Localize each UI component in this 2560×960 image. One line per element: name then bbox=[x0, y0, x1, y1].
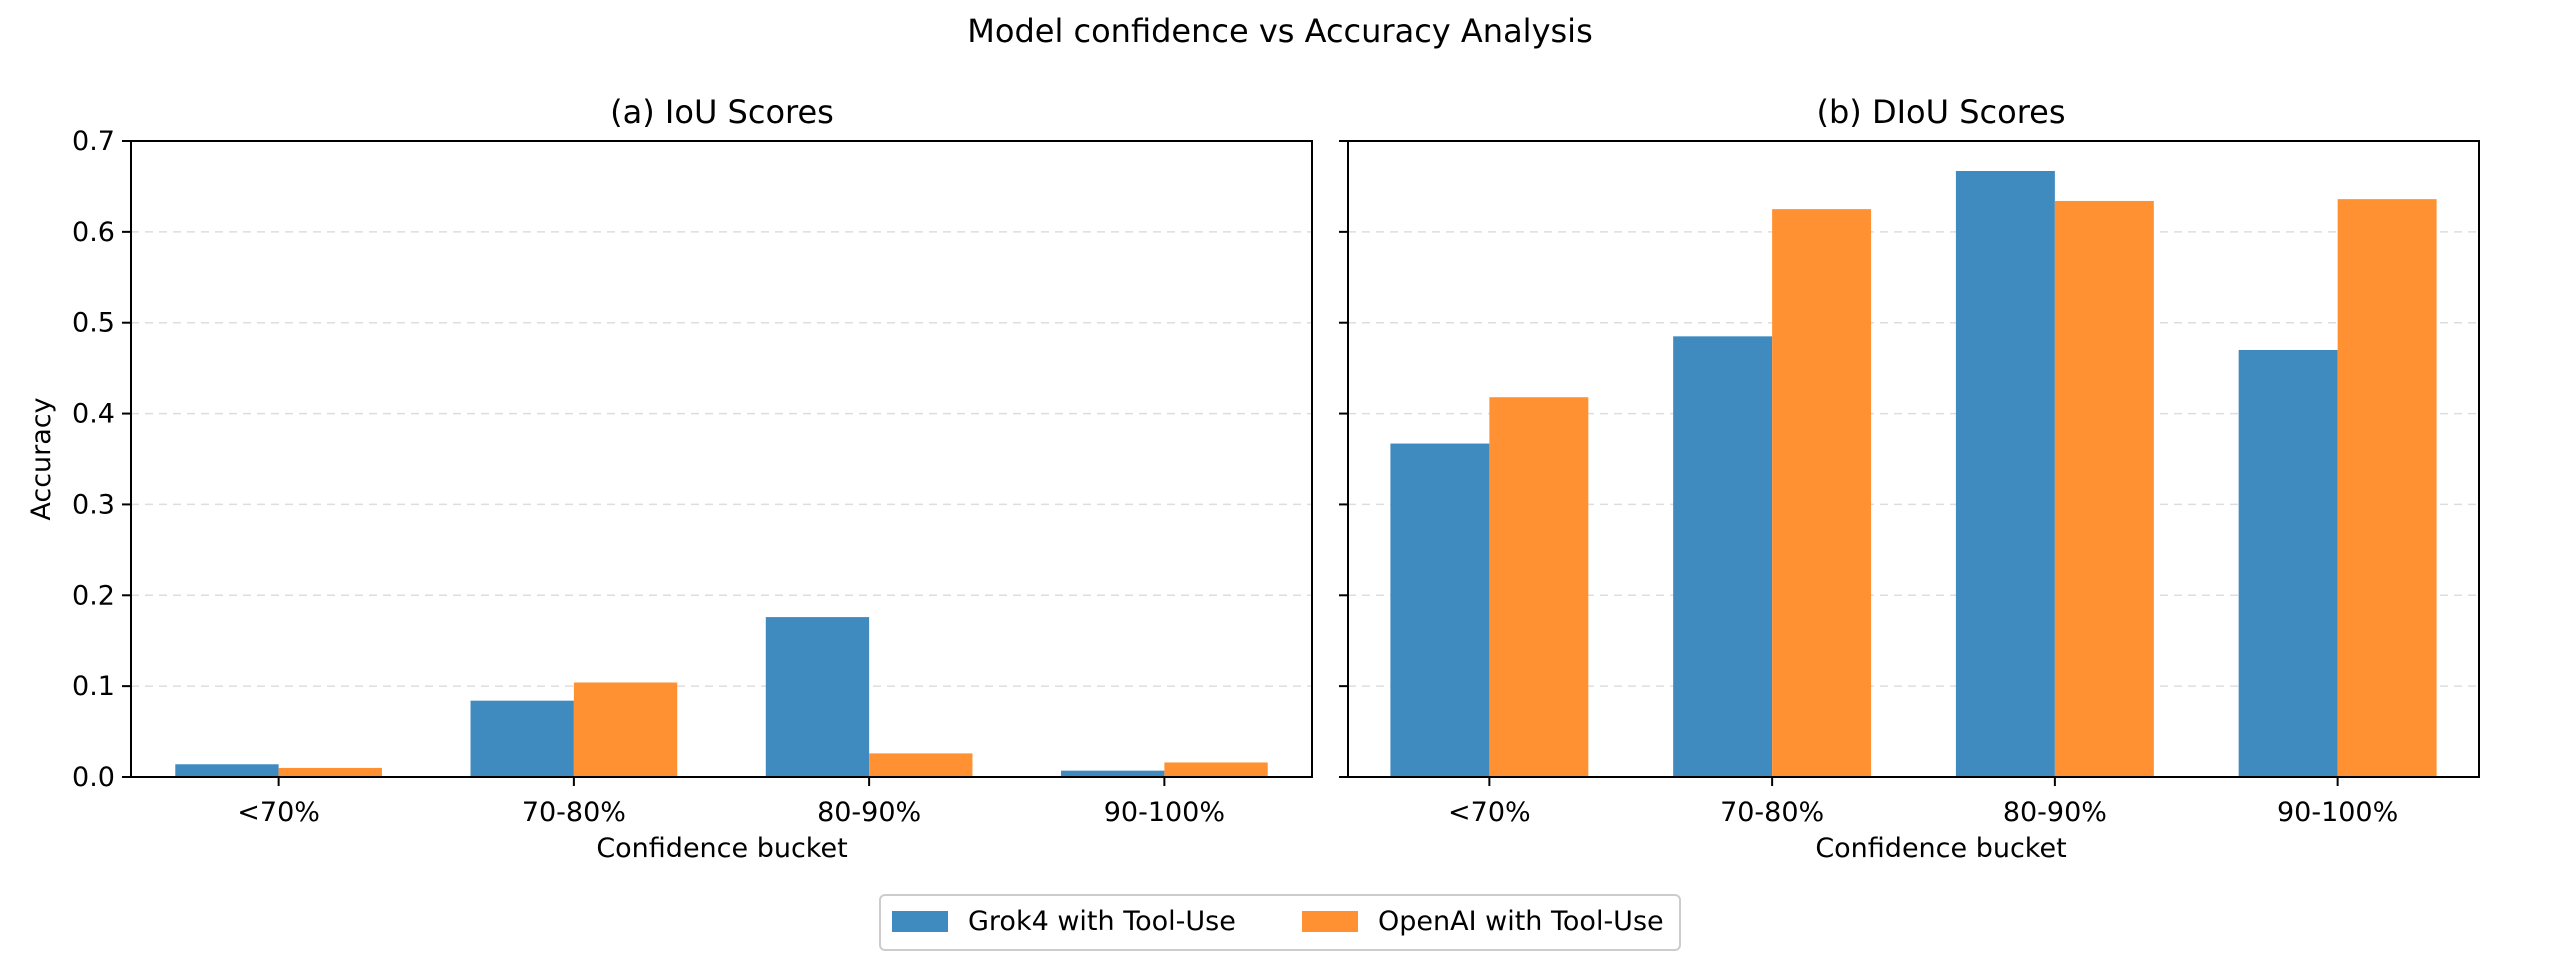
bar-openai-1 bbox=[573, 682, 678, 777]
bar-grok4-2 bbox=[1955, 170, 2055, 778]
legend-swatch-openai bbox=[1302, 911, 1358, 932]
y-tick-label: 0.6 bbox=[72, 217, 115, 248]
y-tick-label: 0.3 bbox=[72, 489, 115, 520]
x-tick-label: 90-100% bbox=[2277, 797, 2398, 828]
bar-openai-3 bbox=[2337, 199, 2437, 778]
x-tick-label: 80-90% bbox=[817, 797, 921, 828]
x-tick-label: 70-80% bbox=[522, 797, 626, 828]
y-axis-label: Accuracy bbox=[26, 397, 57, 520]
x-tick-label: <70% bbox=[237, 797, 320, 828]
bars bbox=[1390, 170, 2437, 778]
legend-swatch-grok4 bbox=[892, 911, 948, 932]
y-tick-label: 0.4 bbox=[72, 399, 115, 430]
legend-label-openai: OpenAI with Tool-Use bbox=[1378, 906, 1664, 937]
bar-grok4-2 bbox=[765, 617, 870, 777]
chart-title: (b) DIoU Scores bbox=[1817, 93, 2066, 131]
ticks: 0.0 0.1 0.2 0.3 0.4 0.5 0.6 0.7 <70% 70-80% 80-90%… bbox=[72, 126, 1225, 828]
y-tick-label: 0.2 bbox=[72, 580, 115, 611]
bar-grok4-1 bbox=[1673, 336, 1773, 777]
x-axis-label: Confidence bucket bbox=[596, 833, 847, 864]
grid-lines bbox=[131, 231, 1312, 687]
bar-openai-2 bbox=[2054, 200, 2154, 778]
y-tick-label: 0.7 bbox=[72, 126, 115, 157]
x-tick-label: 70-80% bbox=[1720, 797, 1824, 828]
bar-grok4-0 bbox=[175, 764, 279, 777]
figure-title: Model confidence vs Accuracy Analysis bbox=[967, 12, 1592, 50]
legend-label-grok4: Grok4 with Tool-Use bbox=[968, 906, 1236, 937]
x-axis-label: Confidence bucket bbox=[1815, 833, 2066, 864]
y-tick-label: 0.0 bbox=[72, 762, 115, 793]
bar-openai-0 bbox=[1489, 397, 1589, 777]
ticks: <70% 70-80% 80-90% 90-100% bbox=[1339, 140, 2398, 828]
legend: Grok4 with Tool-Use OpenAI with Tool-Use bbox=[879, 894, 1681, 951]
bar-openai-1 bbox=[1772, 209, 1872, 778]
y-tick-label: 0.1 bbox=[72, 671, 115, 702]
bar-grok4-3 bbox=[1061, 770, 1165, 777]
bars bbox=[175, 617, 1268, 777]
plot-frame bbox=[130, 140, 1313, 778]
chart-panel-diou: (b) DIoU Scores Confidence bucket <70% 70… bbox=[1339, 93, 2480, 864]
bar-openai-0 bbox=[278, 767, 382, 777]
bar-openai-2 bbox=[869, 753, 973, 777]
x-tick-label: 80-90% bbox=[2003, 797, 2107, 828]
x-tick-label: 90-100% bbox=[1104, 797, 1225, 828]
bar-grok4-3 bbox=[2238, 349, 2338, 777]
y-tick-label: 0.5 bbox=[72, 308, 115, 339]
chart-title: (a) IoU Scores bbox=[610, 93, 834, 131]
legend-frame bbox=[879, 894, 1681, 951]
bar-grok4-1 bbox=[470, 700, 574, 777]
chart-panel-iou: (a) IoU Scores Confidence bucket Accurac… bbox=[26, 93, 1313, 864]
x-tick-label: <70% bbox=[1448, 797, 1531, 828]
plot-frame bbox=[1347, 140, 2480, 778]
bar-grok4-0 bbox=[1390, 443, 1490, 777]
bar-openai-3 bbox=[1164, 762, 1268, 777]
